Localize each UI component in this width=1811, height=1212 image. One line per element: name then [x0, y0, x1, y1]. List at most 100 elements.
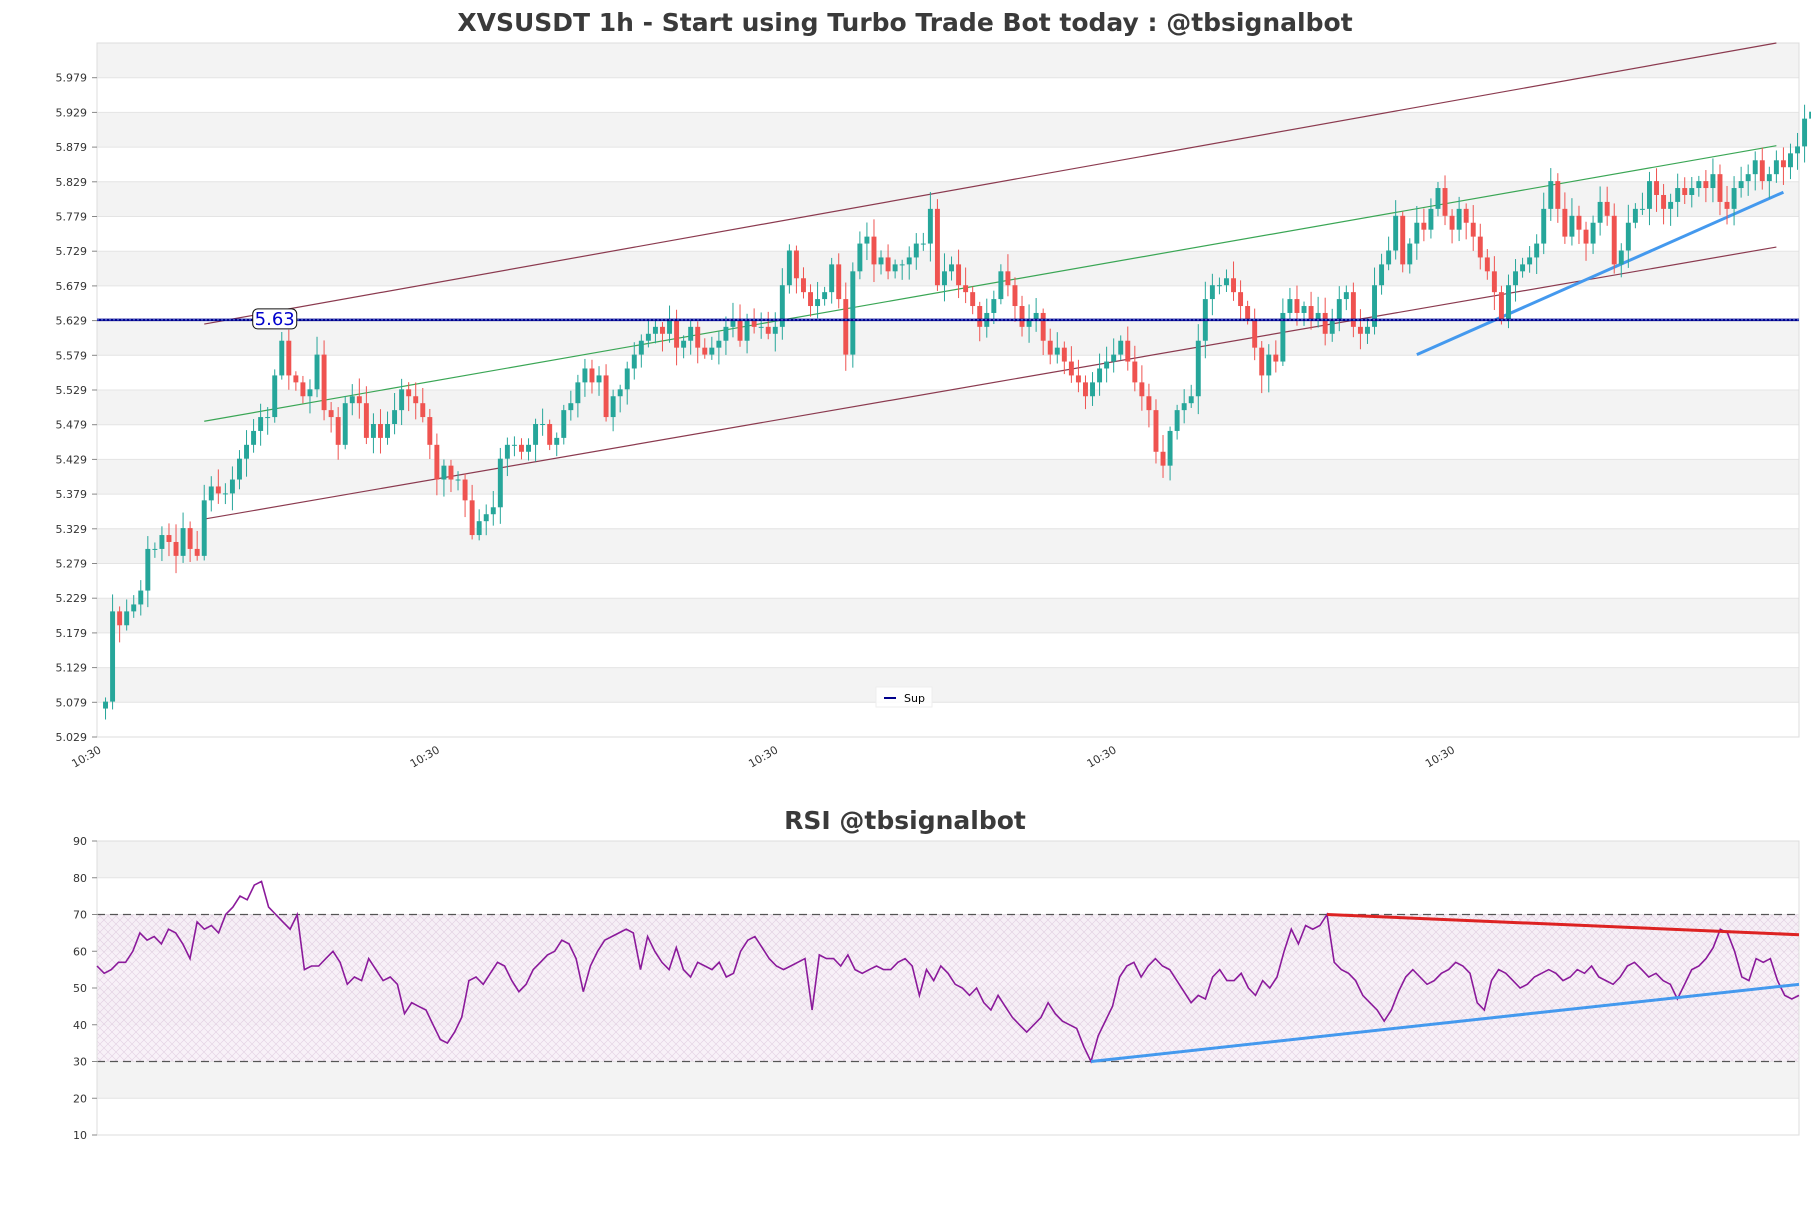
support-tag-label: 5.63	[255, 309, 295, 330]
price-band	[97, 598, 1799, 633]
candle-body	[1583, 229, 1589, 244]
candle-body	[857, 243, 863, 272]
candle-body	[1195, 340, 1201, 397]
candle-body	[448, 465, 454, 480]
candle-body	[899, 264, 905, 266]
price-ytick-label: 5.579	[56, 349, 88, 362]
candle-body	[906, 257, 912, 265]
candle-body	[251, 430, 257, 445]
price-xtick-label: 10:30	[746, 743, 780, 770]
rsi-chart-title: RSI @tbsignalbot	[784, 806, 1026, 835]
candle-body	[1181, 403, 1187, 411]
rsi-band	[97, 841, 1799, 878]
candle-body	[159, 535, 165, 549]
candle-body	[871, 236, 877, 265]
candle-body	[779, 285, 785, 327]
price-ytick-label: 5.529	[56, 384, 88, 397]
candle-body	[610, 396, 616, 418]
candle-body	[1174, 410, 1180, 431]
candle-body	[1012, 285, 1018, 307]
candle-body	[180, 528, 186, 556]
candle-body	[1562, 208, 1568, 237]
candle-body	[1555, 181, 1561, 209]
candle-body	[1019, 306, 1025, 327]
candle-body	[716, 340, 722, 348]
candle-body	[786, 250, 792, 286]
candle-body	[1054, 347, 1060, 355]
candle-body	[237, 458, 242, 480]
price-ytick-label: 5.629	[56, 315, 88, 328]
candle-body	[1428, 208, 1434, 230]
rsi-y-axis: 90 80 70 60 50 40 30 20 10	[73, 835, 97, 1142]
candle-body	[843, 299, 849, 355]
candle-body	[660, 326, 665, 334]
candle-body	[991, 299, 997, 313]
candle-body	[434, 444, 440, 480]
candle-body	[1146, 396, 1152, 411]
price-ytick-label: 5.879	[56, 141, 88, 154]
candle-body	[1245, 306, 1251, 320]
candle-body	[1393, 215, 1399, 251]
candle-body	[208, 486, 214, 501]
candle-body	[1231, 278, 1236, 293]
candle-body	[737, 319, 743, 341]
price-band	[97, 251, 1799, 286]
candle-body	[751, 319, 757, 327]
candle-body	[335, 417, 341, 445]
candle-body	[688, 326, 694, 341]
rsi-resistance-trend	[1326, 913, 1800, 937]
candle-body	[1456, 208, 1462, 230]
candle-body	[624, 368, 630, 390]
candle-body	[561, 410, 567, 438]
candle-body	[1463, 208, 1469, 223]
candle-body	[1153, 410, 1159, 452]
candle-body	[667, 319, 672, 334]
candle-body	[1386, 250, 1392, 265]
candle-body	[977, 306, 983, 327]
candle-body	[300, 382, 306, 397]
price-ytick-label: 5.679	[56, 280, 88, 293]
candle-body	[138, 590, 144, 605]
candle-body	[864, 236, 870, 244]
rsi-support-trend	[1090, 982, 1800, 1063]
candle-body	[1597, 201, 1603, 223]
candle-body	[1639, 208, 1645, 210]
candle-body	[490, 507, 496, 515]
candle-body	[1160, 451, 1166, 466]
rsi-bands	[97, 841, 1799, 1136]
candle-body	[801, 278, 806, 293]
candle-body	[1083, 382, 1088, 397]
candle-body	[1033, 312, 1039, 320]
candle-body	[1654, 181, 1659, 195]
candle-body	[349, 396, 355, 404]
candle-body	[1773, 160, 1779, 175]
candle-body	[575, 382, 581, 404]
candle-body	[836, 264, 842, 300]
candle-body	[1449, 215, 1455, 230]
candle-body	[547, 424, 553, 445]
candle-body	[1280, 312, 1286, 362]
candle-body	[1315, 312, 1321, 320]
candle-body	[1611, 215, 1617, 265]
candle-body	[1188, 396, 1194, 404]
candle-body	[1541, 208, 1547, 244]
candle-body	[455, 479, 461, 481]
candle-body	[540, 424, 546, 426]
candle-body	[194, 548, 200, 556]
rsi-ytick-label: 80	[73, 872, 87, 885]
price-chart-title: XVSUSDT 1h - Start using Turbo Trade Bot…	[457, 8, 1352, 37]
price-ytick-label: 5.029	[56, 731, 88, 744]
candle-body	[652, 326, 658, 334]
candle-body	[1379, 264, 1385, 286]
candle-body	[1273, 354, 1279, 362]
support-tag-box	[252, 308, 298, 330]
candle-body	[772, 326, 778, 334]
channel-lower-line	[204, 246, 1777, 520]
candle-body	[1647, 181, 1652, 209]
candle-body	[920, 243, 926, 245]
candle-body	[892, 264, 898, 272]
candle-body	[730, 319, 736, 327]
candle-body	[1689, 188, 1695, 195]
candle-body	[1238, 292, 1244, 307]
candle-body	[321, 354, 327, 411]
